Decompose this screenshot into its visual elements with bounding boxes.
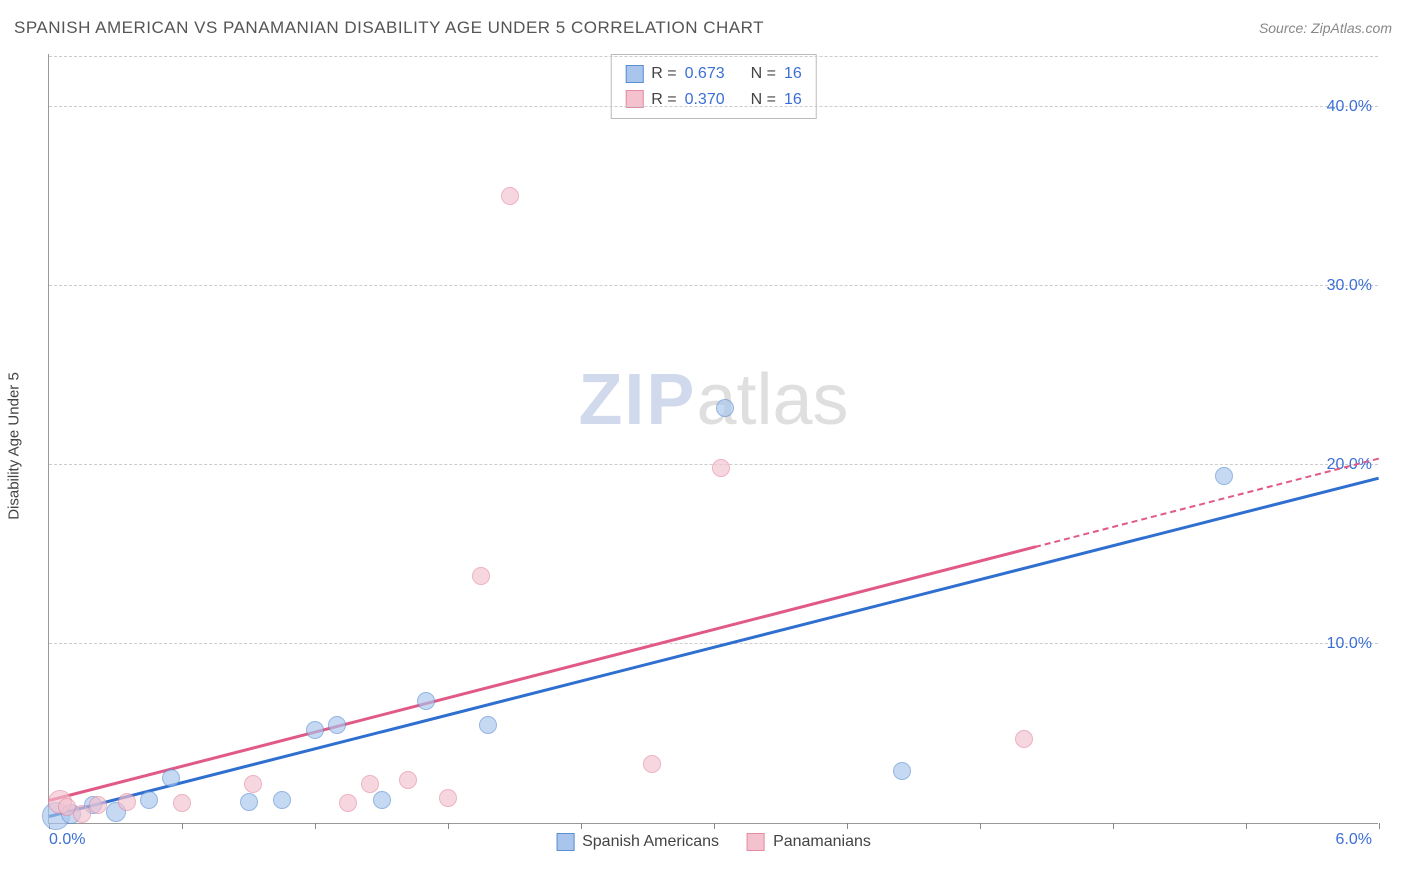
y-tick-label: 40.0% (1327, 98, 1372, 116)
series-legend: Spanish Americans Panamanians (556, 833, 871, 851)
legend-item: Spanish Americans (556, 833, 719, 851)
x-tick (315, 823, 316, 829)
source-attribution: Source: ZipAtlas.com (1259, 20, 1392, 36)
grid-line (49, 106, 1378, 107)
r-label: R = (651, 87, 676, 113)
data-point (339, 794, 357, 812)
data-point (306, 721, 324, 739)
trend-line (49, 545, 1036, 802)
data-point (472, 567, 490, 585)
legend-swatch (747, 833, 765, 851)
data-point (712, 459, 730, 477)
x-tick (714, 823, 715, 829)
r-label: R = (651, 61, 676, 87)
legend-label: Spanish Americans (582, 833, 719, 851)
scatter-plot-area: ZIPatlas R =0.673N =16R =0.370N =16 0.0%… (48, 54, 1378, 824)
x-tick (448, 823, 449, 829)
y-axis-label: Disability Age Under 5 (6, 372, 23, 520)
grid-line (49, 643, 1378, 644)
x-tick (1246, 823, 1247, 829)
x-tick (182, 823, 183, 829)
data-point (361, 775, 379, 793)
watermark: ZIPatlas (578, 359, 848, 441)
grid-line (49, 56, 1378, 57)
data-point (89, 796, 107, 814)
y-tick-label: 10.0% (1327, 635, 1372, 653)
trend-line-extrapolated (1035, 458, 1379, 548)
legend-swatch (556, 833, 574, 851)
stats-row: R = 0.673 N = 16 (625, 61, 802, 87)
chart-header: SPANISH AMERICAN VS PANAMANIAN DISABILIT… (14, 18, 1392, 38)
grid-line (49, 285, 1378, 286)
data-point (1215, 467, 1233, 485)
data-point (439, 789, 457, 807)
data-point (479, 716, 497, 734)
r-value: 0.370 (685, 87, 725, 113)
y-tick-label: 30.0% (1327, 277, 1372, 295)
data-point (399, 771, 417, 789)
data-point (328, 716, 346, 734)
data-point (244, 775, 262, 793)
data-point (501, 187, 519, 205)
data-point (240, 793, 258, 811)
watermark-zip: ZIP (578, 360, 696, 440)
chart-title: SPANISH AMERICAN VS PANAMANIAN DISABILIT… (14, 18, 764, 38)
n-value: 16 (784, 87, 802, 113)
n-value: 16 (784, 61, 802, 87)
data-point (893, 762, 911, 780)
data-point (373, 791, 391, 809)
x-tick (847, 823, 848, 829)
data-point (1015, 730, 1033, 748)
data-point (417, 692, 435, 710)
x-axis-max-label: 6.0% (1336, 831, 1372, 849)
x-axis-origin-label: 0.0% (49, 831, 85, 849)
x-tick (581, 823, 582, 829)
data-point (716, 399, 734, 417)
legend-label: Panamanians (773, 833, 871, 851)
legend-swatch (625, 65, 643, 83)
x-tick (1113, 823, 1114, 829)
data-point (643, 755, 661, 773)
stats-row: R = 0.370 N = 16 (625, 87, 802, 113)
data-point (173, 794, 191, 812)
trend-line (49, 476, 1380, 817)
x-tick (980, 823, 981, 829)
data-point (118, 793, 136, 811)
r-value: 0.673 (685, 61, 725, 87)
data-point (162, 769, 180, 787)
legend-item: Panamanians (747, 833, 871, 851)
correlation-stats-box: R = 0.673 N = 16 R = 0.370 N = 16 (610, 54, 817, 119)
n-label: N = (751, 61, 776, 87)
n-label: N = (751, 87, 776, 113)
data-point (273, 791, 291, 809)
x-tick (1379, 823, 1380, 829)
data-point (140, 791, 158, 809)
